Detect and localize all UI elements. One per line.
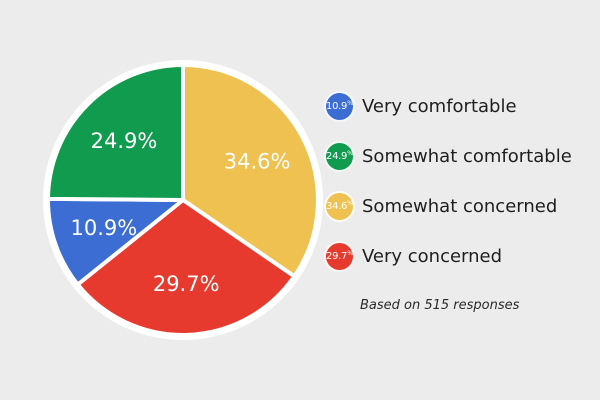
legend-item-very-concerned: 29.7% Very concerned [324,241,572,272]
pie-slice-somewhat-concerned [181,63,320,279]
percent-sign: % [347,149,353,158]
legend-swatch-somewhat-concerned: 34.6% [324,191,355,222]
percent-sign: % [347,249,353,258]
legend: 10.9% Very comfortable 24.9% Somewhat co… [324,91,572,291]
pie-slice-label: 24.9% [91,129,158,153]
legend-item-somewhat-concerned: 34.6% Somewhat concerned [324,191,572,222]
pie-slice-very-concerned [75,198,297,337]
pie-slice-label: 34.6% [224,149,291,173]
legend-label: Somewhat concerned [362,196,558,217]
pie-slice-label: 10.9% [71,216,138,240]
legend-label: Very concerned [362,246,503,267]
legend-swatch-very-comfortable: 10.9% [324,91,355,122]
legend-swatch-value: 10.9 [326,100,348,112]
legend-label: Very comfortable [362,96,517,117]
legend-item-somewhat-comfortable: 24.9% Somewhat comfortable [324,141,572,172]
legend-swatch-value: 34.6 [326,200,348,212]
legend-label: Somewhat comfortable [362,146,572,167]
percent-sign: % [347,199,353,208]
legend-item-very-comfortable: 10.9% Very comfortable [324,91,572,122]
percent-sign: % [347,99,353,108]
pie-slice-label: 29.7% [153,272,220,296]
footnote: Based on 515 responses [360,298,520,313]
legend-swatch-very-concerned: 29.7% [324,241,355,272]
legend-swatch-value: 24.9 [326,150,348,162]
legend-swatch-value: 29.7 [326,250,348,262]
legend-swatch-somewhat-comfortable: 24.9% [324,141,355,172]
pie-slice-very-comfortable [45,196,185,287]
pie-slice-somewhat-comfortable [46,63,185,202]
